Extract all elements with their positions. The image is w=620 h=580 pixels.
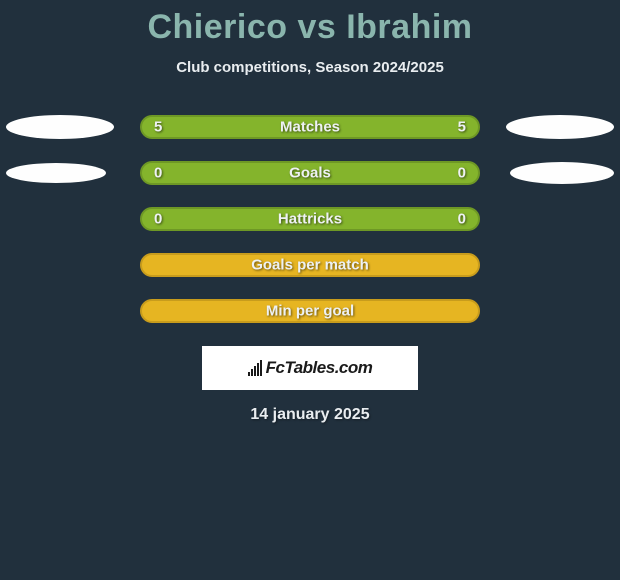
stat-bar: Goals per match: [140, 253, 480, 277]
stat-value-left: 5: [154, 119, 162, 136]
stat-label: Goals: [289, 165, 331, 182]
stat-value-left: 0: [154, 211, 162, 228]
stat-value-right: 0: [458, 165, 466, 182]
logo: FcTables.com: [248, 358, 373, 378]
comparison-widget: Chierico vs Ibrahim Club competitions, S…: [0, 0, 620, 424]
player-ellipse-left: [6, 163, 106, 183]
page-title: Chierico vs Ibrahim: [0, 8, 620, 47]
stat-row: Min per goal: [0, 288, 620, 334]
player-ellipse-left: [6, 115, 114, 139]
stat-label: Hattricks: [278, 211, 342, 228]
date-label: 14 january 2025: [0, 406, 620, 424]
logo-bars-icon: [248, 360, 262, 376]
stat-row: Hattricks 0 0: [0, 196, 620, 242]
stat-bar: Hattricks 0 0: [140, 207, 480, 231]
logo-text: FcTables.com: [266, 358, 373, 378]
subtitle: Club competitions, Season 2024/2025: [0, 59, 620, 76]
logo-box[interactable]: FcTables.com: [202, 346, 418, 390]
stat-label: Goals per match: [251, 257, 369, 274]
stat-value-left: 0: [154, 165, 162, 182]
player-ellipse-right: [506, 115, 614, 139]
stat-row: Goals per match: [0, 242, 620, 288]
stats-list: Matches 5 5 Goals 0 0 Hattricks 0 0 Goals per mat…: [0, 104, 620, 334]
stat-label: Min per goal: [266, 303, 354, 320]
stat-label: Matches: [280, 119, 340, 136]
stat-bar: Min per goal: [140, 299, 480, 323]
stat-value-right: 0: [458, 211, 466, 228]
stat-row: Goals 0 0: [0, 150, 620, 196]
stat-value-right: 5: [458, 119, 466, 136]
stat-bar: Matches 5 5: [140, 115, 480, 139]
stat-bar: Goals 0 0: [140, 161, 480, 185]
stat-row: Matches 5 5: [0, 104, 620, 150]
player-ellipse-right: [510, 162, 614, 184]
